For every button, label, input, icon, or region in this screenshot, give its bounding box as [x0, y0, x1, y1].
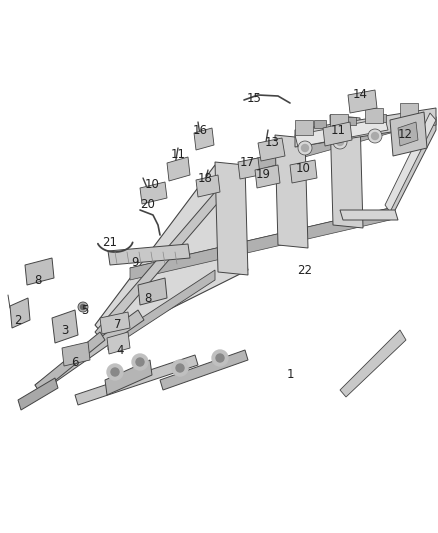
Polygon shape — [400, 103, 418, 118]
Text: 17: 17 — [240, 156, 254, 168]
Polygon shape — [255, 165, 280, 188]
Circle shape — [301, 144, 308, 151]
Polygon shape — [215, 162, 248, 275]
Polygon shape — [240, 110, 430, 175]
Polygon shape — [130, 208, 396, 275]
Circle shape — [132, 354, 148, 370]
Polygon shape — [108, 244, 190, 265]
Text: 12: 12 — [398, 128, 413, 141]
Polygon shape — [365, 108, 383, 123]
Text: 13: 13 — [265, 136, 279, 149]
Text: 8: 8 — [34, 273, 42, 287]
Text: 22: 22 — [297, 263, 312, 277]
Polygon shape — [25, 258, 54, 285]
Polygon shape — [295, 108, 436, 147]
Polygon shape — [374, 114, 386, 122]
Text: 11: 11 — [331, 124, 346, 136]
Circle shape — [333, 135, 347, 149]
Circle shape — [336, 139, 343, 146]
Circle shape — [406, 126, 413, 133]
Circle shape — [111, 368, 119, 376]
Text: 20: 20 — [141, 198, 155, 212]
Circle shape — [368, 129, 382, 143]
Text: 16: 16 — [192, 124, 208, 136]
Text: 7: 7 — [114, 319, 122, 332]
Polygon shape — [398, 122, 418, 146]
Polygon shape — [107, 332, 130, 354]
Circle shape — [81, 304, 85, 310]
Circle shape — [107, 364, 123, 380]
Polygon shape — [95, 163, 246, 339]
Polygon shape — [340, 330, 406, 397]
Polygon shape — [130, 208, 390, 280]
Polygon shape — [75, 355, 198, 405]
Polygon shape — [108, 270, 215, 350]
Text: 9: 9 — [131, 255, 139, 269]
Circle shape — [176, 364, 184, 372]
Text: 4: 4 — [116, 343, 124, 357]
Polygon shape — [314, 120, 326, 128]
Polygon shape — [100, 312, 130, 334]
Polygon shape — [348, 90, 377, 113]
Polygon shape — [196, 175, 220, 197]
Circle shape — [298, 141, 312, 155]
Text: 8: 8 — [144, 292, 152, 304]
Circle shape — [78, 302, 88, 312]
Text: 10: 10 — [145, 179, 159, 191]
Text: 2: 2 — [14, 313, 22, 327]
Polygon shape — [344, 117, 356, 125]
Polygon shape — [62, 342, 90, 366]
Text: 11: 11 — [170, 149, 186, 161]
Polygon shape — [290, 160, 317, 183]
Polygon shape — [140, 182, 167, 204]
Polygon shape — [295, 118, 388, 147]
Polygon shape — [35, 310, 144, 392]
Circle shape — [216, 354, 224, 362]
Circle shape — [212, 350, 228, 366]
Polygon shape — [340, 210, 398, 220]
Polygon shape — [330, 114, 348, 129]
Circle shape — [172, 360, 188, 376]
Text: 14: 14 — [353, 88, 367, 101]
Polygon shape — [275, 135, 308, 248]
Polygon shape — [295, 120, 313, 135]
Polygon shape — [240, 110, 436, 170]
Text: 19: 19 — [255, 168, 271, 182]
Text: 10: 10 — [296, 161, 311, 174]
Text: 18: 18 — [198, 172, 212, 184]
Text: 1: 1 — [286, 368, 294, 382]
Polygon shape — [138, 278, 167, 305]
Circle shape — [403, 123, 417, 137]
Polygon shape — [95, 165, 248, 340]
Polygon shape — [385, 113, 436, 212]
Polygon shape — [105, 360, 152, 395]
Polygon shape — [390, 112, 427, 156]
Circle shape — [136, 358, 144, 366]
Polygon shape — [167, 157, 190, 181]
Text: 5: 5 — [81, 303, 88, 317]
Polygon shape — [323, 122, 352, 146]
Polygon shape — [35, 332, 105, 393]
Text: 6: 6 — [71, 356, 79, 368]
Polygon shape — [390, 117, 436, 220]
Circle shape — [371, 133, 378, 140]
Polygon shape — [18, 378, 58, 410]
Polygon shape — [258, 138, 285, 161]
Polygon shape — [10, 298, 30, 328]
Text: 15: 15 — [247, 92, 261, 104]
Polygon shape — [194, 128, 214, 150]
Polygon shape — [160, 350, 248, 390]
Polygon shape — [52, 310, 78, 343]
Text: 3: 3 — [61, 324, 69, 336]
Text: 21: 21 — [102, 236, 117, 248]
Polygon shape — [330, 115, 363, 228]
Polygon shape — [238, 158, 260, 179]
